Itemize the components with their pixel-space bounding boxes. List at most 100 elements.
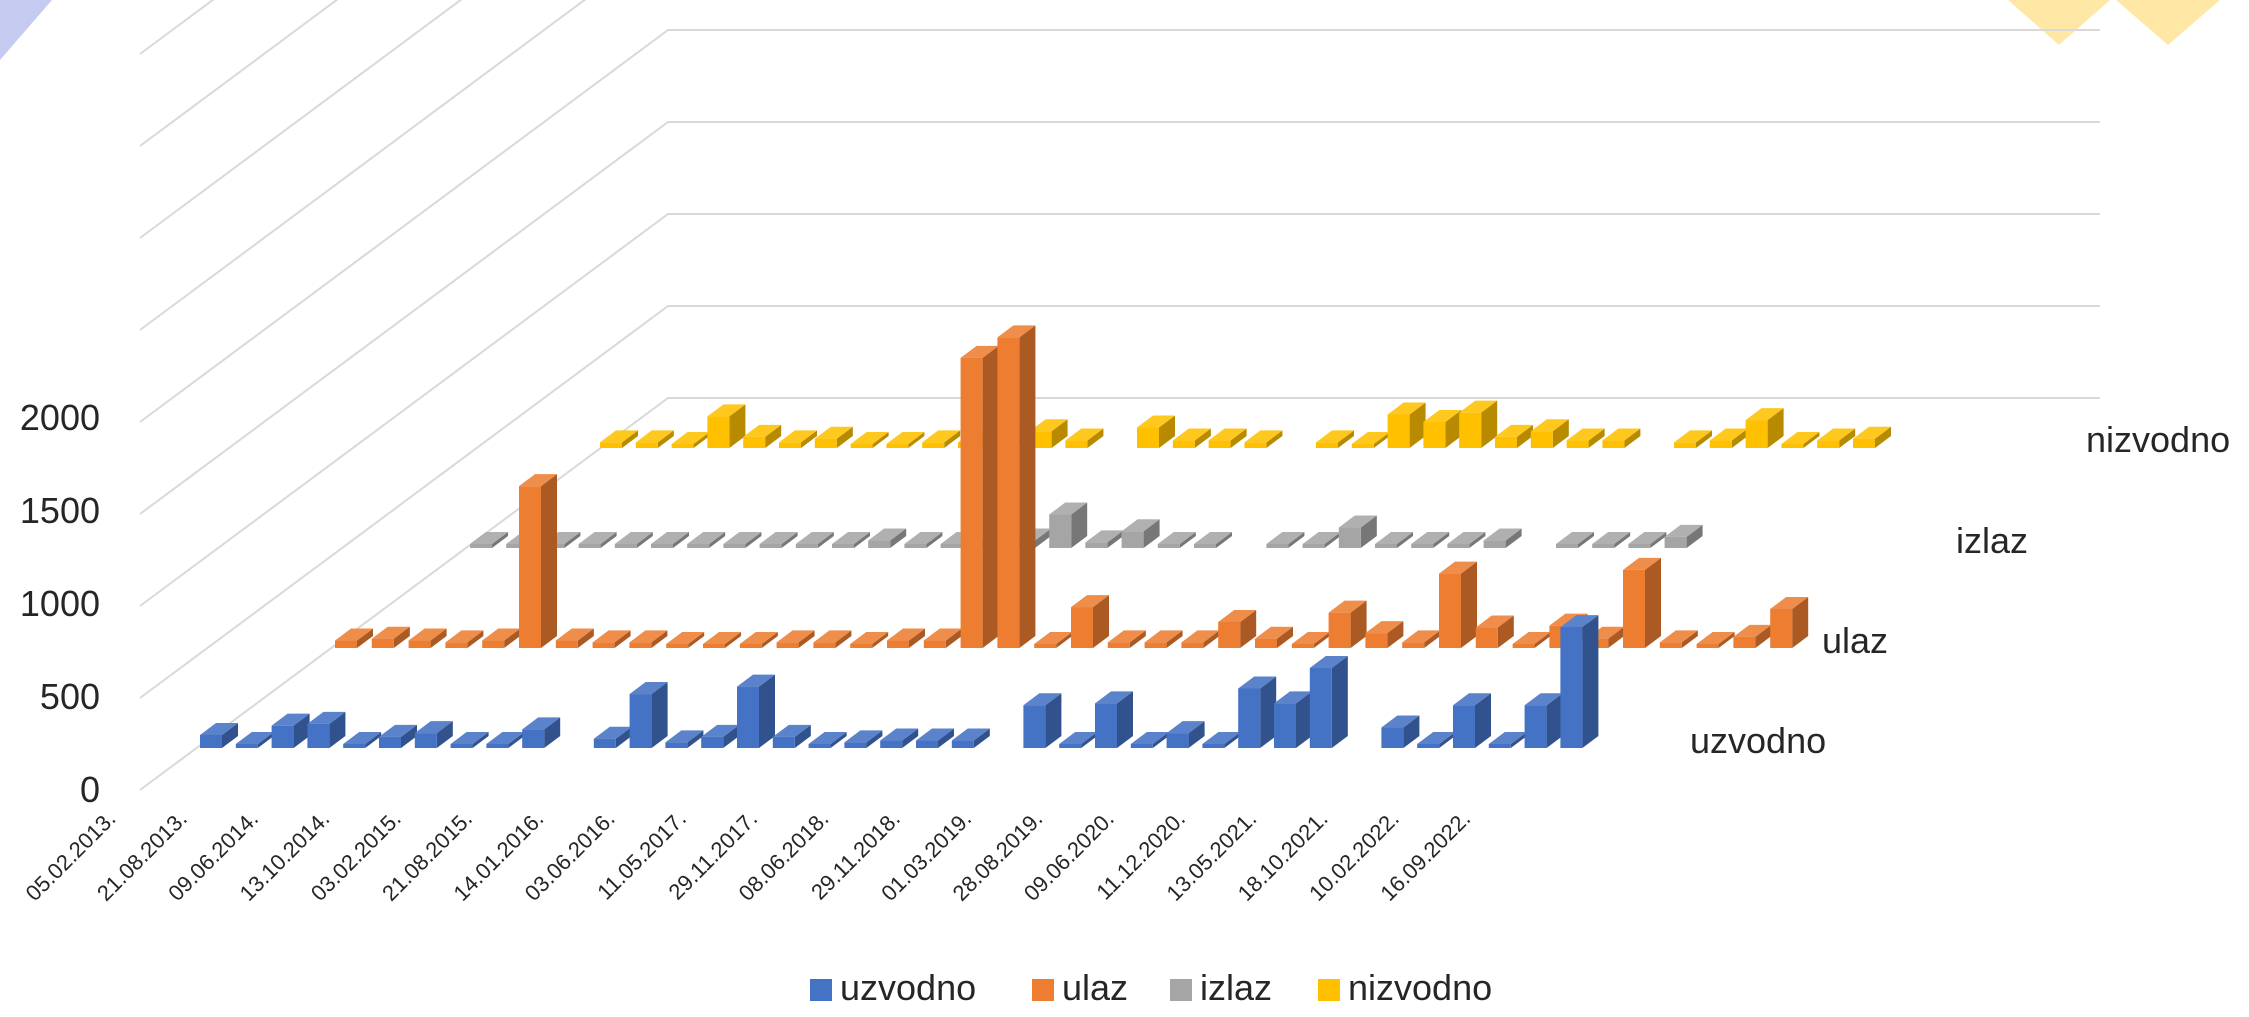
bar-ulaz — [555, 640, 578, 648]
bar-uzvodno — [1453, 705, 1475, 748]
bar-ulaz — [1218, 621, 1241, 648]
bar-izlaz-top — [1121, 519, 1160, 532]
bar-uzvodno — [200, 734, 222, 748]
bar-uzvodno — [772, 736, 795, 748]
bar-nizvodno-side — [1481, 400, 1498, 448]
bar-uzvodno — [737, 686, 759, 748]
legend-item-izlaz[interactable]: izlaz — [1170, 967, 1272, 1008]
bar-ulaz-top — [1733, 624, 1772, 637]
legend-swatch — [1318, 979, 1340, 1001]
bar-ulaz — [482, 640, 505, 648]
y-tick-label: 500 — [40, 676, 100, 717]
bar-izlaz-top — [614, 532, 653, 544]
bar-nizvodno-side — [872, 432, 889, 448]
bar-ulaz-top — [1181, 630, 1220, 643]
bar-nizvodno-top — [1387, 402, 1426, 415]
bar-ulaz-top — [555, 628, 594, 641]
bar-izlaz-top — [1447, 532, 1486, 544]
bar-izlaz-top — [759, 532, 798, 544]
bar-izlaz — [795, 544, 818, 548]
bar-nizvodno-top — [1602, 428, 1641, 441]
bar-uzvodno-side — [615, 726, 632, 748]
bar-izlaz-side — [709, 532, 726, 548]
bar-nizvodno — [1137, 427, 1159, 448]
bar-nizvodno-top — [1208, 428, 1247, 441]
bar-ulaz — [1291, 644, 1314, 648]
legend-item-uzvodno[interactable]: uzvodno — [810, 967, 976, 1008]
bar-izlaz-side — [1614, 532, 1631, 548]
bar-nizvodno-side — [693, 432, 710, 448]
bar-izlaz-side — [1035, 528, 1051, 548]
bar-uzvodno-top — [1202, 732, 1241, 744]
bar-uzvodno — [522, 729, 545, 748]
bar-izlaz-top — [1556, 532, 1594, 544]
bar-ulaz-top — [960, 345, 999, 358]
bar-ulaz — [850, 644, 873, 648]
bar-nizvodno-side — [1552, 419, 1569, 448]
bar-ulaz-side — [1350, 600, 1367, 648]
y-tick-label: 0 — [80, 769, 100, 810]
corner-decoration — [0, 0, 2220, 60]
bar-izlaz-side — [600, 532, 617, 548]
bar-ulaz-side — [1755, 624, 1772, 648]
bar-izlaz — [651, 544, 673, 548]
bar-uzvodno — [1381, 727, 1404, 748]
bar-ulaz-side — [577, 628, 594, 648]
bar-izlaz-side — [1324, 532, 1341, 548]
bar-izlaz-top — [1411, 532, 1450, 544]
bar-uzvodno-top — [629, 682, 668, 695]
bar-uzvodno-top — [1095, 691, 1133, 704]
bar-ulaz-side — [872, 632, 889, 648]
bar-nizvodno — [1530, 431, 1553, 448]
bar-uzvodno-side — [472, 732, 489, 748]
bar-ulaz-side — [1240, 609, 1257, 648]
bar-uzvodno-side — [866, 730, 883, 748]
bar-uzvodno-side — [1439, 732, 1456, 748]
bar-izlaz — [1483, 540, 1506, 548]
bar-izlaz-side — [854, 532, 870, 548]
bar-nizvodno — [1351, 444, 1374, 448]
bar-nizvodno-top — [1351, 432, 1390, 444]
bar-nizvodno — [1316, 442, 1338, 448]
bar-uzvodno-top — [772, 724, 811, 737]
bar-nizvodno — [1423, 421, 1446, 448]
bar-ulaz-top — [592, 630, 631, 643]
bar-ulaz-top — [739, 632, 778, 644]
bar-nizvodno — [1566, 440, 1589, 448]
bar-nizvodno-side — [1803, 432, 1820, 448]
bar-ulaz-top — [1402, 630, 1441, 643]
bar-izlaz-side — [745, 532, 762, 548]
bar-ulaz — [629, 642, 652, 648]
legend-swatch — [810, 979, 832, 1001]
bar-uzvodno-side — [687, 730, 704, 748]
legend-item-ulaz[interactable]: ulaz — [1032, 967, 1128, 1008]
bar-izlaz-side — [1360, 515, 1377, 548]
bar-izlaz-top — [1302, 532, 1341, 544]
bar-ulaz-top — [887, 628, 925, 641]
bar-uzvodno-side — [1296, 691, 1312, 748]
gridline — [139, 213, 2100, 607]
bar-nizvodno-top — [1244, 430, 1283, 443]
bar-izlaz-side — [1469, 532, 1486, 548]
bar-uzvodno — [1417, 744, 1440, 748]
bar-ulaz — [1512, 644, 1535, 648]
bar-ulaz — [666, 644, 689, 648]
bar-uzvodno-top — [1524, 693, 1563, 706]
legend[interactable]: uzvodno ulaz izlaz nizvodno — [810, 967, 1492, 1008]
bar-ulaz — [997, 337, 1020, 648]
bar-nizvodno-side — [1194, 428, 1211, 448]
bar-uzvodno-side — [293, 713, 310, 748]
depth-label-ulaz: ulaz — [1822, 620, 1888, 661]
bar-nizvodno-side — [944, 430, 961, 448]
bar-ulaz-side — [1461, 561, 1477, 648]
bar-ulaz-side — [1608, 626, 1625, 648]
legend-item-nizvodno[interactable]: nizvodno — [1318, 967, 1492, 1008]
bar-uzvodno — [486, 744, 509, 748]
bar-nizvodno-side — [836, 426, 853, 448]
bar-ulaz-side — [1277, 626, 1293, 648]
bar-nizvodno-side — [908, 432, 925, 448]
bar-uzvodno — [1095, 703, 1117, 748]
bar-ulaz-top — [1659, 630, 1698, 643]
bar-izlaz — [1592, 544, 1615, 548]
bar-ulaz — [923, 640, 946, 648]
